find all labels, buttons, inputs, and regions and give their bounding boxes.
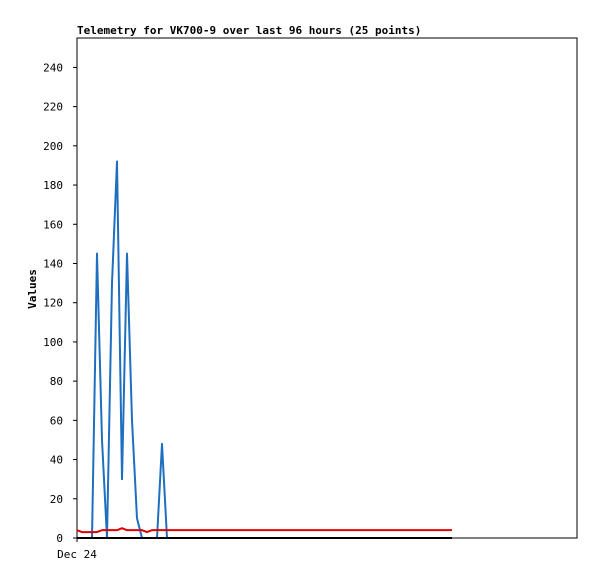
series-line (76, 527, 452, 534)
y-tick-label: 240 (43, 61, 63, 74)
y-tick-label: 200 (43, 140, 63, 153)
y-tick-label: 140 (43, 257, 63, 270)
y-tick-label: 20 (50, 493, 63, 506)
chart-title: Telemetry for VK700-9 over last 96 hours… (77, 24, 421, 37)
y-tick-label: 100 (43, 336, 63, 349)
y-tick-label: 40 (50, 454, 63, 467)
x-tick-label: Dec 24 (57, 548, 97, 561)
y-tick-label: 0 (56, 532, 63, 545)
y-tick-label: 120 (43, 297, 63, 310)
y-tick-label: 80 (50, 375, 63, 388)
y-axis-label: Values (26, 269, 39, 309)
y-tick-label: 160 (43, 218, 63, 231)
y-tick-label: 220 (43, 101, 63, 114)
y-tick-label: 60 (50, 414, 63, 427)
y-tick-label: 180 (43, 179, 63, 192)
